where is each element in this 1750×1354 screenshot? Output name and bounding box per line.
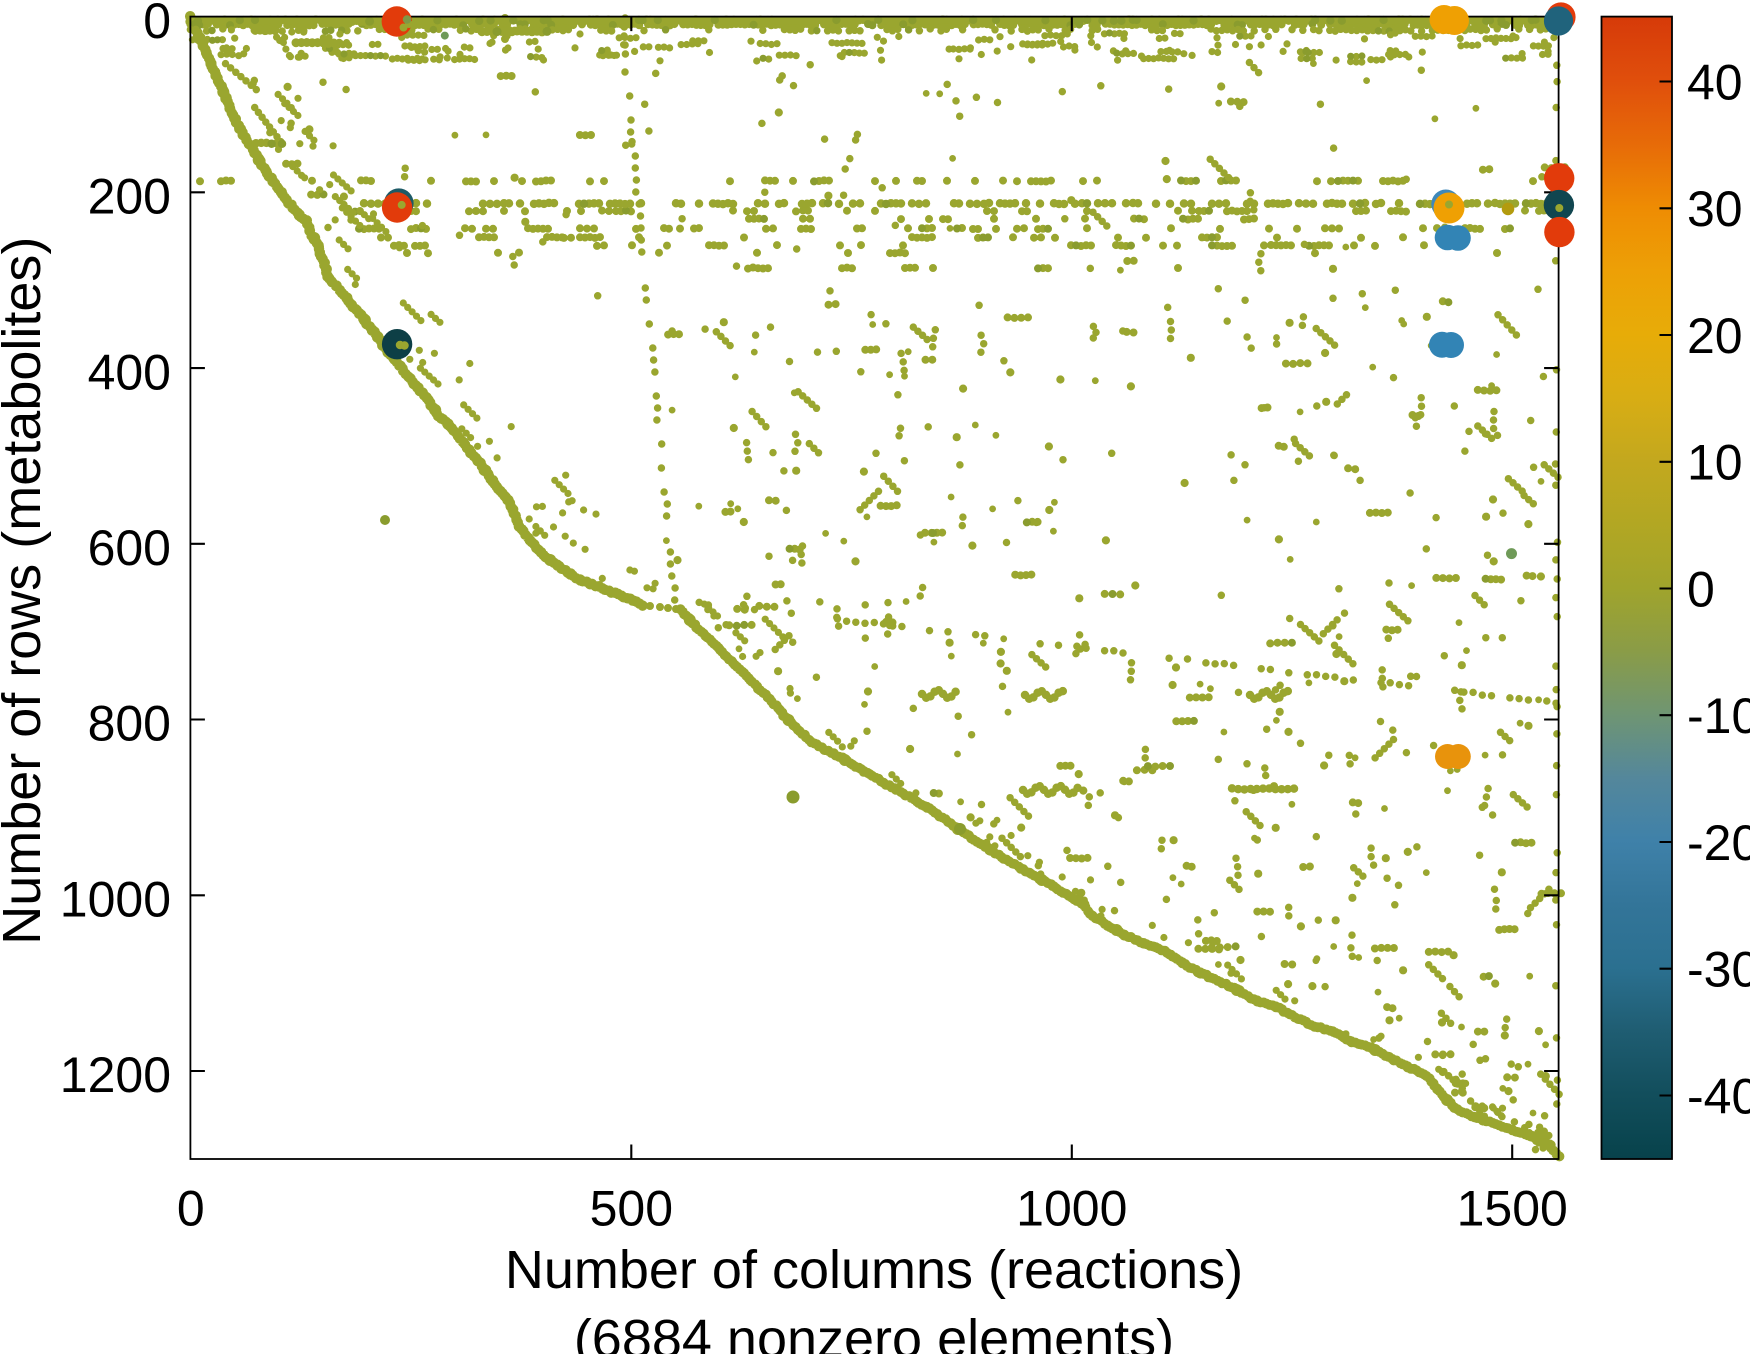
svg-text:-30: -30 xyxy=(1687,942,1750,998)
svg-text:20: 20 xyxy=(1687,308,1743,364)
svg-text:0: 0 xyxy=(1687,561,1715,617)
svg-text:400: 400 xyxy=(88,344,171,400)
svg-text:Number of rows (metabolites): Number of rows (metabolites) xyxy=(0,237,52,945)
svg-text:(6884 nonzero elements): (6884 nonzero elements) xyxy=(574,1309,1174,1354)
svg-text:30: 30 xyxy=(1687,181,1743,237)
svg-text:10: 10 xyxy=(1687,435,1743,491)
svg-text:1500: 1500 xyxy=(1457,1181,1568,1237)
svg-text:200: 200 xyxy=(88,169,171,225)
svg-text:-10: -10 xyxy=(1687,688,1750,744)
svg-text:1000: 1000 xyxy=(60,872,171,928)
svg-text:1000: 1000 xyxy=(1016,1181,1127,1237)
svg-text:800: 800 xyxy=(88,696,171,752)
svg-text:600: 600 xyxy=(88,520,171,576)
svg-text:1200: 1200 xyxy=(60,1047,171,1103)
svg-text:Number of columns (reactions): Number of columns (reactions) xyxy=(505,1240,1243,1300)
svg-text:0: 0 xyxy=(177,1181,205,1237)
svg-text:-20: -20 xyxy=(1687,815,1750,871)
svg-text:40: 40 xyxy=(1687,54,1743,110)
svg-text:-40: -40 xyxy=(1687,1068,1750,1124)
svg-text:500: 500 xyxy=(590,1181,673,1237)
svg-text:0: 0 xyxy=(143,0,171,49)
